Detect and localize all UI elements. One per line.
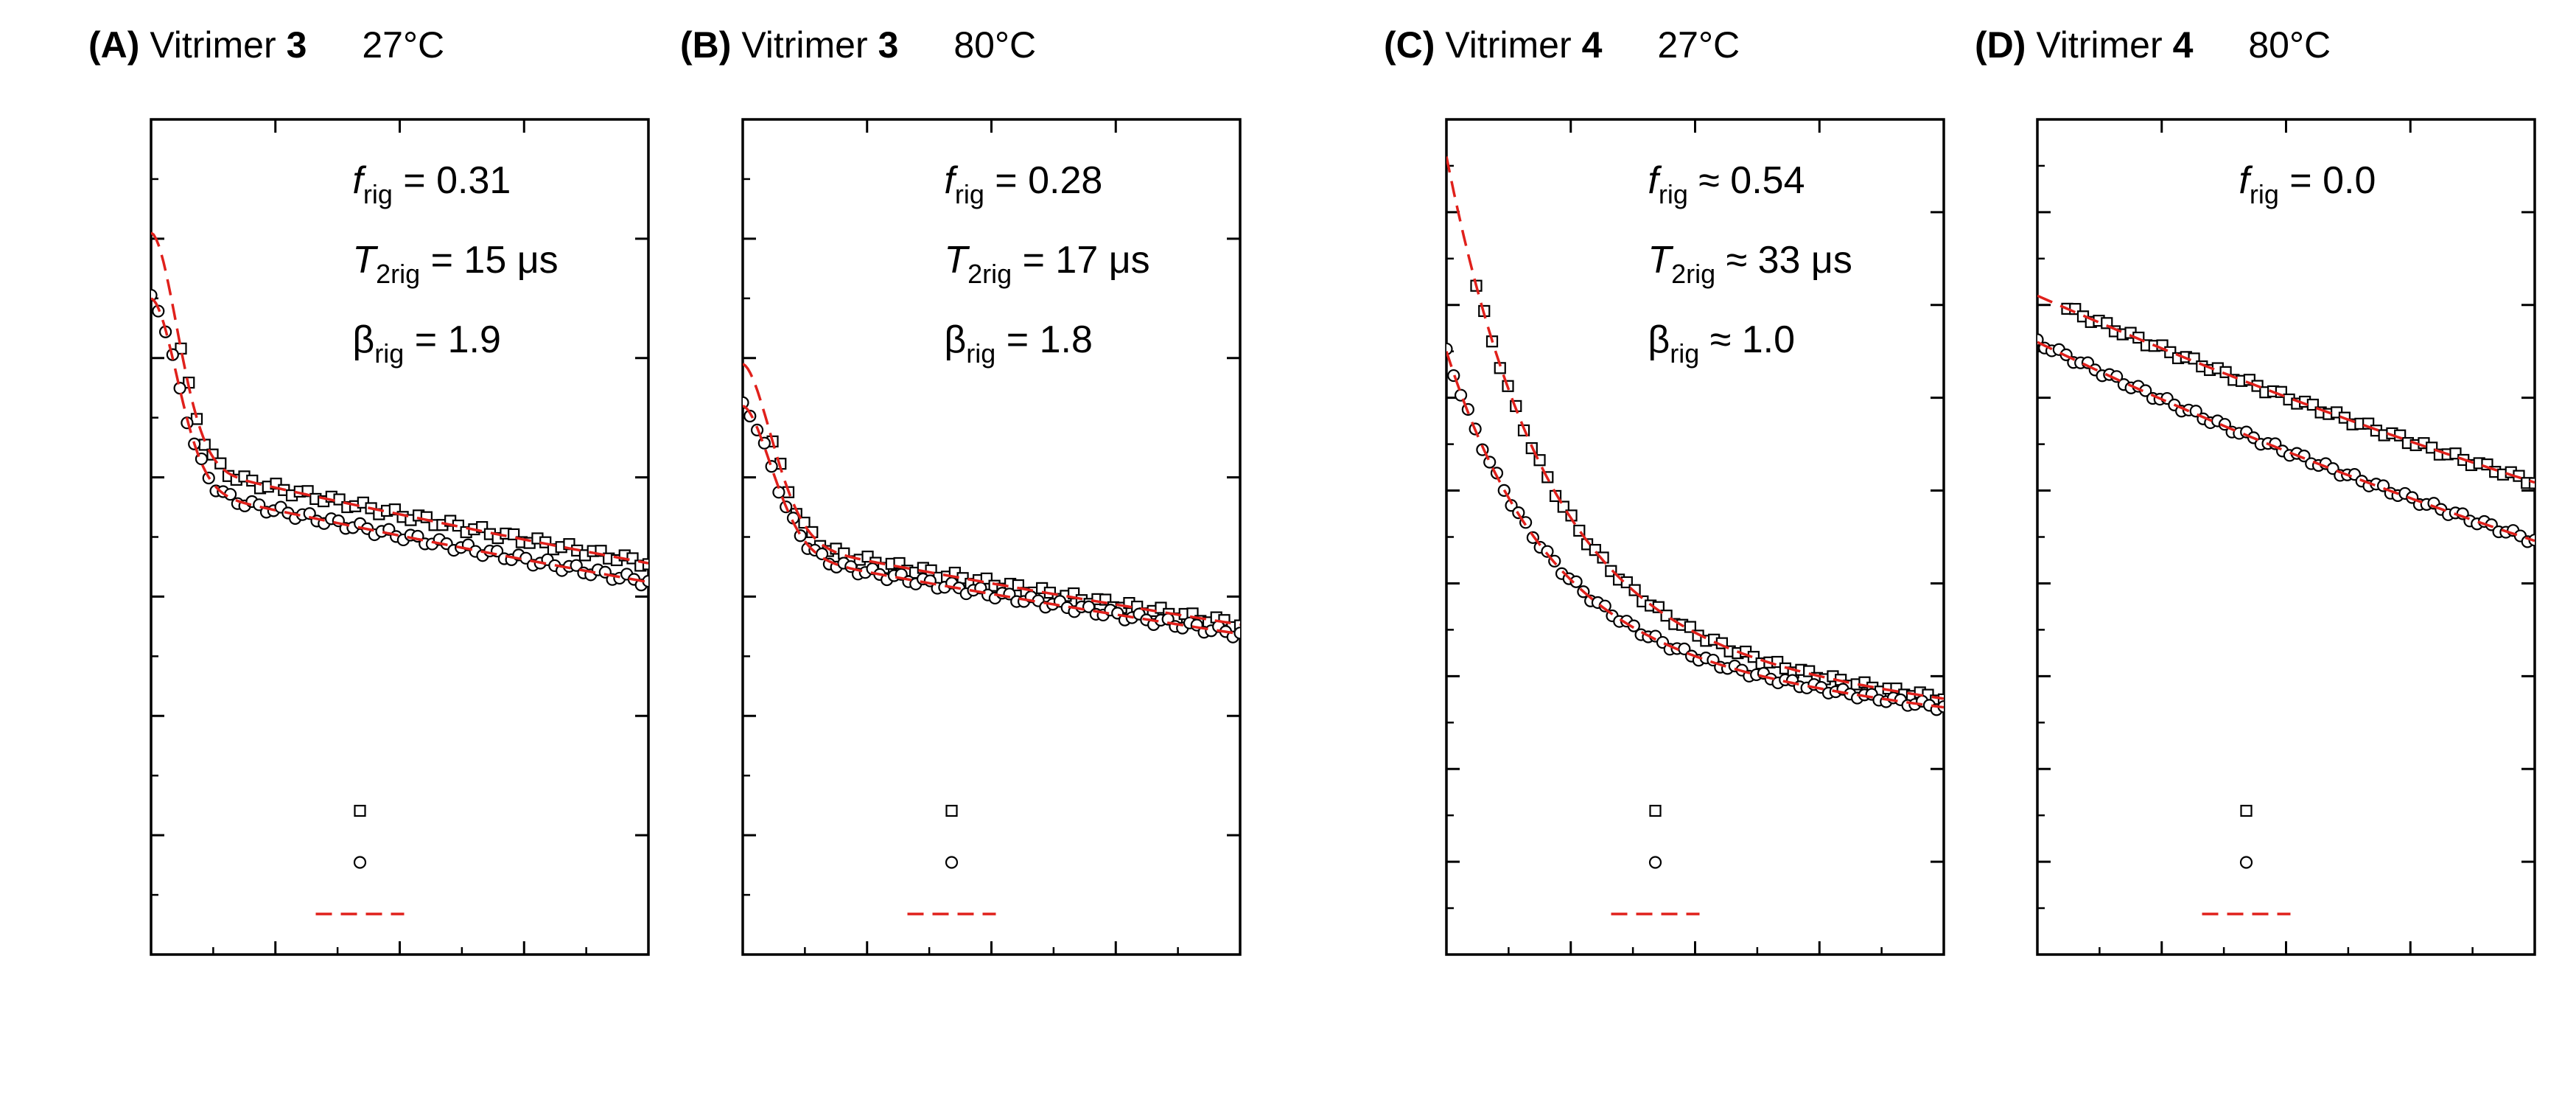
- legend-square-icon: [354, 804, 366, 817]
- panel-d: (D) Vitrimer 4 80°C frig = 0.0: [1975, 24, 2536, 956]
- panel-title: (C) Vitrimer 4 27°C: [1384, 24, 1740, 66]
- fit-parameter: βrig = 1.9: [352, 318, 501, 369]
- fit-curve: [2037, 294, 2535, 484]
- mse-fid-point: [1454, 388, 1468, 402]
- legend: [315, 804, 405, 915]
- panel-title: (A) Vitrimer 3 27°C: [88, 24, 444, 66]
- plot-frame: [1445, 118, 1945, 956]
- fit-parameter: frig = 0.31: [352, 159, 511, 209]
- mse-fid-point: [303, 507, 316, 520]
- mse-fid-point: [173, 382, 186, 395]
- panel-a: (A) Vitrimer 3 27°C frig = 0.31 T2rig = 15…: [88, 24, 650, 956]
- plot-area: [151, 231, 648, 592]
- legend-square-icon: [2240, 804, 2253, 817]
- fid-point: [2528, 477, 2535, 489]
- fit-parameter: βrig ≈ 1.0: [1648, 318, 1795, 369]
- fit-parameter: frig ≈ 0.54: [1648, 159, 1805, 209]
- panel-c: (C) Vitrimer 4 27°C frig ≈ 0.54 T2rig ≈ 33…: [1384, 24, 1945, 956]
- fit-parameter: T2rig ≈ 33 μs: [1648, 239, 1852, 289]
- fit-parameter: βrig = 1.8: [944, 318, 1093, 369]
- legend-circle-icon: [945, 856, 959, 869]
- legend: [1611, 804, 1700, 915]
- plot-frame: [2036, 118, 2536, 956]
- mse-fid-point: [816, 547, 829, 561]
- mse-fid-point: [794, 529, 807, 542]
- fit-parameter: T2rig = 15 μs: [352, 239, 558, 289]
- plot-area: [743, 363, 1240, 643]
- mse-fid-point: [1082, 600, 1096, 613]
- legend-square-icon: [1649, 804, 1662, 817]
- fit-curve: [1446, 351, 1944, 709]
- mse-fid-point: [765, 460, 778, 473]
- plot-area: [2037, 294, 2535, 548]
- fid-point: [1233, 619, 1240, 632]
- legend-circle-icon: [353, 856, 367, 869]
- series-mse-fid: [743, 396, 1240, 643]
- mse-fid-point: [1541, 545, 1554, 558]
- fit-parameter: T2rig = 17 μs: [944, 239, 1149, 289]
- fit-curve: [151, 231, 648, 565]
- fit-curve: [743, 363, 1240, 627]
- mse-fid-point: [743, 409, 757, 423]
- fit-parameter: frig = 0.0: [2239, 159, 2376, 209]
- fid-point: [214, 457, 227, 470]
- mse-fid-point: [570, 559, 583, 572]
- fit-curve: [151, 297, 648, 584]
- fit-curve: [743, 404, 1240, 635]
- mse-fid-point: [1233, 627, 1240, 640]
- panel-title: (B) Vitrimer 3 80°C: [680, 24, 1036, 66]
- legend-circle-icon: [2239, 856, 2253, 869]
- legend-circle-icon: [1648, 856, 1662, 869]
- fid-point: [1597, 551, 1609, 564]
- panel-title: (D) Vitrimer 4 80°C: [1975, 24, 2331, 66]
- legend: [2202, 804, 2291, 915]
- fit-parameter: frig = 0.28: [944, 159, 1102, 209]
- fid-point: [642, 558, 648, 571]
- mse-fid-point: [1569, 575, 1583, 588]
- panel-b: (B) Vitrimer 3 80°C frig = 0.28 T2rig = 17…: [680, 24, 1242, 956]
- plot-area: [1446, 156, 1944, 716]
- fid-point: [1557, 500, 1569, 513]
- series-mse-fid: [1446, 342, 1944, 716]
- legend-square-icon: [945, 804, 958, 817]
- legend: [907, 804, 996, 915]
- fid-point: [798, 516, 811, 529]
- fit-curve: [1446, 156, 1944, 700]
- series-fid: [1470, 279, 1944, 707]
- series-mse-fid: [2037, 333, 2535, 548]
- mse-fid-point: [1483, 456, 1497, 469]
- fid-point: [1684, 621, 1696, 633]
- series-fid: [766, 435, 1240, 633]
